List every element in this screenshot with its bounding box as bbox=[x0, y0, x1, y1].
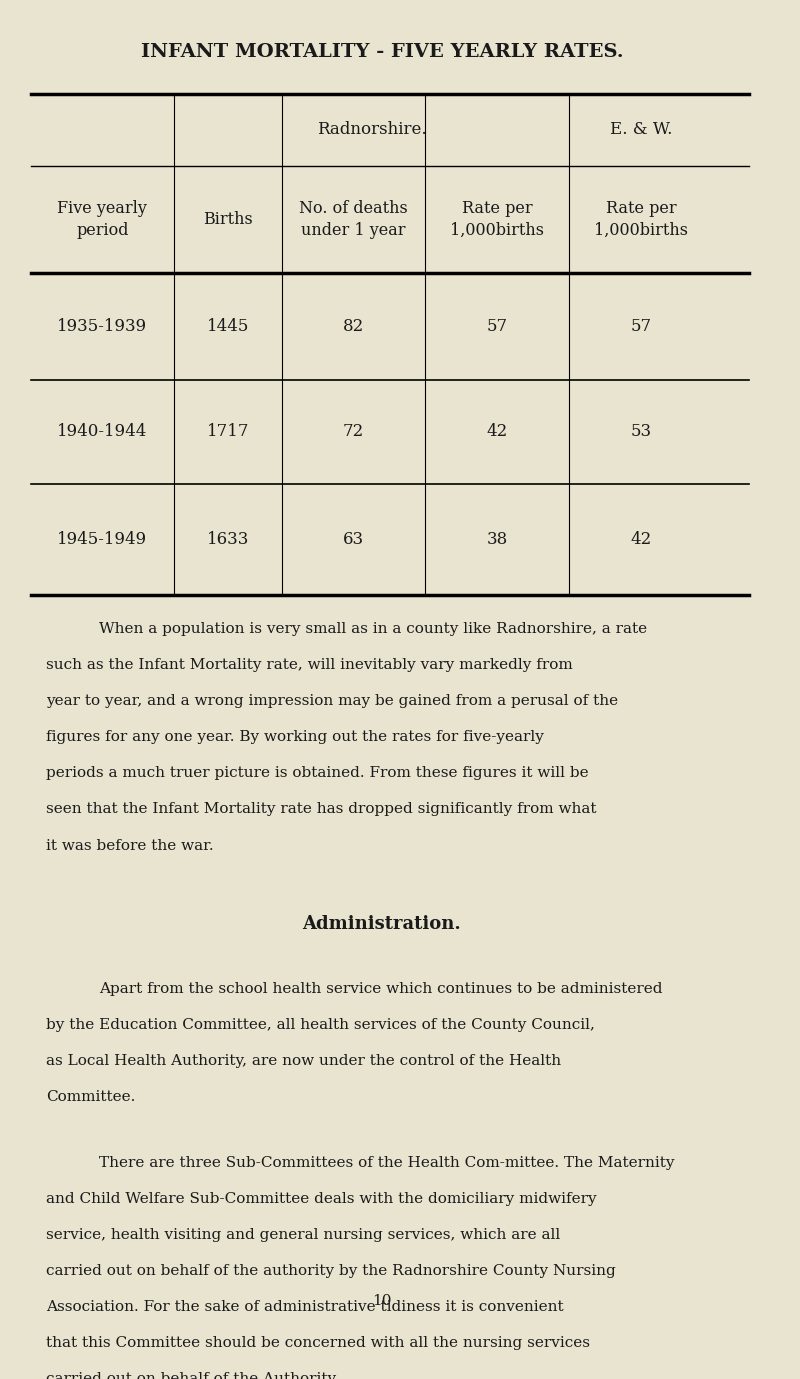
Text: 1717: 1717 bbox=[206, 423, 250, 440]
Text: INFANT MORTALITY - FIVE YEARLY RATES.: INFANT MORTALITY - FIVE YEARLY RATES. bbox=[141, 43, 623, 61]
Text: 1935-1939: 1935-1939 bbox=[58, 317, 147, 335]
Text: such as the Infant Mortality rate, will inevitably vary markedly from: such as the Infant Mortality rate, will … bbox=[46, 658, 573, 672]
Text: Committee.: Committee. bbox=[46, 1089, 135, 1105]
Text: year to year, and a wrong impression may be gained from a perusal of the: year to year, and a wrong impression may… bbox=[46, 694, 618, 707]
Text: figures for any one year. By working out the rates for five-yearly: figures for any one year. By working out… bbox=[46, 731, 544, 745]
Text: by the Education Committee, all health services of the County Council,: by the Education Committee, all health s… bbox=[46, 1018, 594, 1031]
Text: Rate per
1,000births: Rate per 1,000births bbox=[594, 200, 688, 239]
Text: carried out on behalf of the Authority.: carried out on behalf of the Authority. bbox=[46, 1372, 338, 1379]
Text: 1940-1944: 1940-1944 bbox=[57, 423, 147, 440]
Text: 82: 82 bbox=[343, 317, 364, 335]
Text: 10: 10 bbox=[372, 1294, 392, 1307]
Text: 57: 57 bbox=[486, 317, 508, 335]
Text: periods a much truer picture is obtained. From these figures it will be: periods a much truer picture is obtained… bbox=[46, 767, 589, 781]
Text: E. & W.: E. & W. bbox=[610, 121, 672, 138]
Text: and Child Welfare Sub-Committee deals with the domiciliary midwifery: and Child Welfare Sub-Committee deals wi… bbox=[46, 1191, 597, 1205]
Text: There are three Sub-Committees of the Health Com-mittee. The Maternity: There are three Sub-Committees of the He… bbox=[99, 1156, 675, 1169]
Text: 1445: 1445 bbox=[207, 317, 250, 335]
Text: Apart from the school health service which continues to be administered: Apart from the school health service whi… bbox=[99, 982, 663, 996]
Text: Association. For the sake of administrative tidiness it is convenient: Association. For the sake of administrat… bbox=[46, 1300, 563, 1314]
Text: 42: 42 bbox=[486, 423, 508, 440]
Text: as Local Health Authority, are now under the control of the Health: as Local Health Authority, are now under… bbox=[46, 1054, 561, 1067]
Text: Births: Births bbox=[203, 211, 253, 228]
Text: that this Committee should be concerned with all the nursing services: that this Committee should be concerned … bbox=[46, 1336, 590, 1350]
Text: 53: 53 bbox=[630, 423, 651, 440]
Text: 57: 57 bbox=[630, 317, 651, 335]
Text: Radnorshire.: Radnorshire. bbox=[317, 121, 426, 138]
Text: Administration.: Administration. bbox=[302, 914, 462, 932]
Text: service, health visiting and general nursing services, which are all: service, health visiting and general nur… bbox=[46, 1227, 560, 1241]
Text: When a population is very small as in a county like Radnorshire, a rate: When a population is very small as in a … bbox=[99, 622, 647, 636]
Text: 42: 42 bbox=[630, 531, 651, 547]
Text: 1945-1949: 1945-1949 bbox=[58, 531, 147, 547]
Text: 63: 63 bbox=[343, 531, 364, 547]
Text: carried out on behalf of the authority by the Radnorshire County Nursing: carried out on behalf of the authority b… bbox=[46, 1263, 615, 1278]
Text: No. of deaths
under 1 year: No. of deaths under 1 year bbox=[299, 200, 408, 239]
Text: 38: 38 bbox=[486, 531, 508, 547]
Text: 72: 72 bbox=[343, 423, 364, 440]
Text: 1633: 1633 bbox=[207, 531, 250, 547]
Text: Five yearly
period: Five yearly period bbox=[58, 200, 147, 239]
Text: seen that the Infant Mortality rate has dropped significantly from what: seen that the Infant Mortality rate has … bbox=[46, 803, 596, 816]
Text: Rate per
1,000births: Rate per 1,000births bbox=[450, 200, 544, 239]
Text: it was before the war.: it was before the war. bbox=[46, 838, 214, 852]
